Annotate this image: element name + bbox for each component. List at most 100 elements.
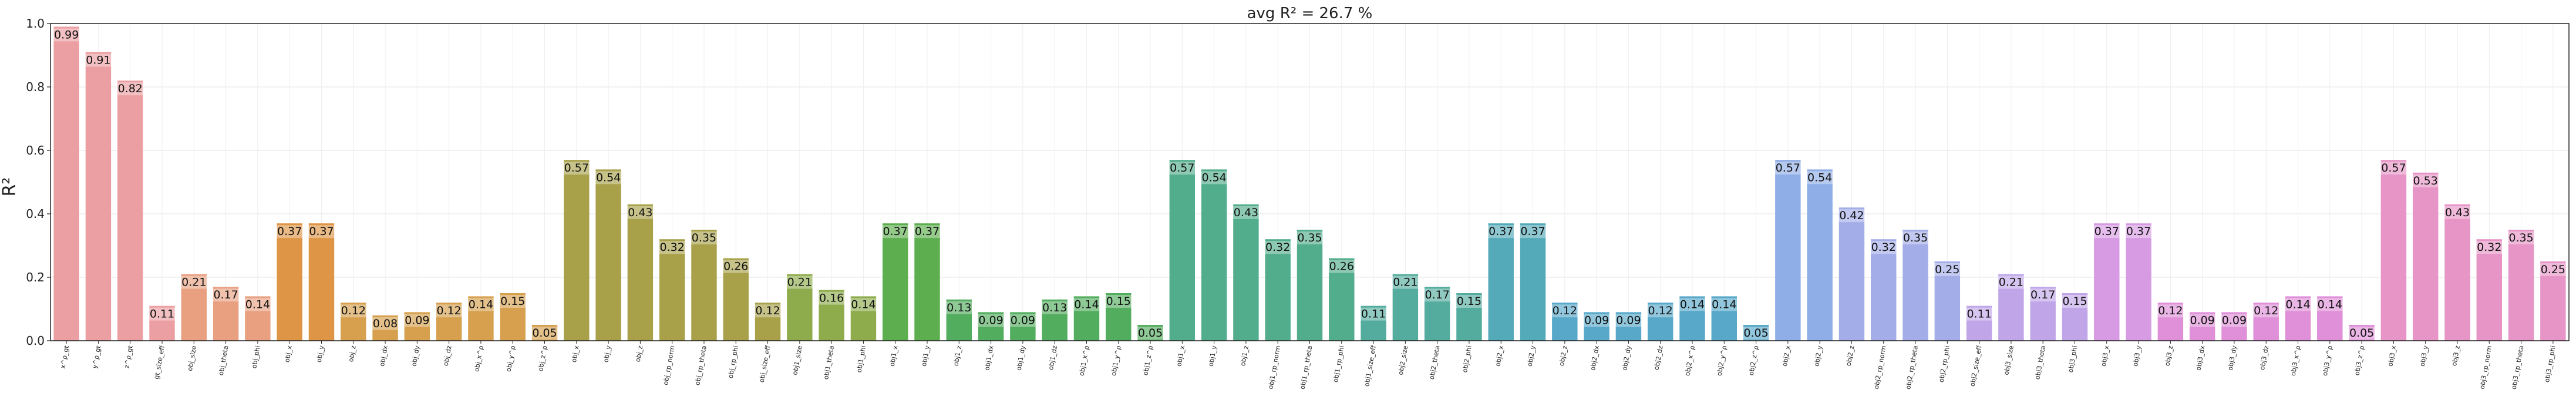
bar — [85, 52, 112, 341]
bar — [213, 287, 239, 341]
x-tick-label: obj3_y^ρ — [2321, 345, 2334, 376]
bar — [2221, 312, 2247, 341]
data-label: 0.43 — [628, 206, 652, 219]
data-label: 0.14 — [1680, 298, 1705, 311]
data-label-box — [1807, 171, 1833, 184]
data-label-box — [1009, 314, 1036, 327]
data-label: 0.12 — [2158, 304, 2183, 317]
x-tick-label: obj2_x — [1494, 345, 1505, 367]
bar — [1265, 239, 1291, 341]
bar — [627, 204, 654, 341]
bar — [659, 239, 685, 341]
bar — [882, 223, 908, 341]
x-tick-label: obj_size_eff — [758, 345, 772, 383]
x-tick-label: obj3_rp_phi — [2543, 345, 2557, 383]
data-label-box — [1456, 295, 1482, 308]
data-label-box — [436, 304, 462, 318]
bar — [1615, 312, 1642, 341]
data-label-box — [85, 53, 112, 67]
x-tick-label: obj_y — [602, 345, 612, 363]
x-tick-label: obj1_phi — [856, 345, 868, 373]
plot-frame — [50, 23, 2570, 341]
data-label-box — [2476, 241, 2503, 254]
data-label-box — [53, 28, 80, 42]
data-label: 0.15 — [1457, 295, 1481, 308]
x-tick-label: obj1_dz — [1047, 345, 1059, 371]
y-tick-label: 0.2 — [26, 270, 45, 284]
x-tick-label: obj_dz — [442, 345, 453, 367]
bar — [53, 26, 79, 341]
bar — [2157, 303, 2184, 341]
data-label-box — [2126, 225, 2152, 239]
x-tick-label: obj1_z^ρ — [1141, 345, 1154, 376]
data-label-box — [277, 225, 303, 239]
x-tick-label: obj3_y — [2419, 345, 2430, 367]
x-tick-label: obj_x — [570, 345, 581, 363]
x-tick-label: obj1_theta — [822, 345, 836, 380]
data-label: 0.42 — [1839, 209, 1864, 222]
data-label-box — [563, 162, 590, 175]
bar — [1106, 293, 1132, 341]
x-tick-label: obj1_x — [1175, 345, 1186, 367]
data-label: 0.09 — [1584, 314, 1609, 327]
data-label-box — [1392, 276, 1419, 289]
data-label-box — [1902, 231, 1929, 244]
data-label: 0.14 — [1712, 298, 1736, 311]
data-label-box — [2030, 288, 2056, 302]
bar — [404, 312, 430, 341]
x-tick-label: obj2_rp_phi — [1937, 345, 1951, 383]
data-label: 0.35 — [2508, 231, 2533, 244]
x-tick-label: obj1_dx — [983, 345, 995, 371]
bar — [149, 305, 175, 341]
data-label: 0.09 — [405, 314, 429, 327]
data-label-box — [595, 171, 622, 184]
x-tick-label: obj1_size_eff — [1363, 345, 1378, 387]
data-label-box — [1328, 260, 1355, 273]
data-label: 0.09 — [1616, 314, 1641, 327]
data-label-box — [2380, 162, 2407, 175]
data-label: 0.14 — [2285, 298, 2310, 311]
bar — [2126, 223, 2151, 341]
x-tick-label: obj2_z — [1845, 345, 1856, 367]
data-label-box — [914, 225, 941, 239]
data-label-box — [1998, 276, 2024, 289]
data-label: 0.99 — [54, 28, 79, 41]
x-tick-label: obj3_z^ρ — [2353, 345, 2366, 376]
data-label-box — [308, 225, 335, 239]
bar — [1871, 239, 1897, 341]
data-label-box — [2253, 304, 2279, 318]
x-tick-label: z^ρ_gt — [123, 345, 134, 369]
data-label-box — [1934, 263, 1961, 276]
x-tick-label: obj_z — [347, 345, 358, 362]
bar — [1329, 258, 1355, 341]
bar — [1807, 169, 1833, 341]
data-label: 0.13 — [947, 301, 971, 314]
x-tick-label: obj1_y^ρ — [1110, 345, 1123, 376]
data-label-box — [1520, 225, 1546, 239]
data-label-box — [244, 298, 271, 311]
data-label: 0.54 — [596, 171, 621, 184]
data-label: 0.43 — [2445, 206, 2470, 219]
data-label-box — [213, 288, 239, 302]
x-tick-label: obj_y^ρ — [505, 345, 517, 372]
data-label: 0.35 — [692, 231, 716, 244]
bar — [1775, 160, 1801, 341]
data-label: 0.37 — [915, 225, 940, 238]
data-label-box — [2157, 304, 2184, 318]
data-label-box — [1169, 162, 1196, 175]
bar — [531, 325, 558, 341]
data-label: 0.14 — [469, 298, 493, 311]
bar — [1042, 299, 1068, 341]
data-label: 0.05 — [1743, 327, 1768, 340]
bar — [2349, 325, 2375, 341]
data-label: 0.82 — [118, 82, 143, 95]
data-label-box — [755, 304, 781, 318]
x-tick-label: obj2_dz — [1653, 345, 1665, 371]
x-tick-label: obj3_x — [2100, 345, 2111, 367]
data-label: 0.15 — [2062, 295, 2087, 308]
x-tick-label: obj_y — [315, 345, 326, 363]
x-tick-label: obj1_x^ρ — [1078, 345, 1091, 376]
data-label: 0.21 — [181, 276, 206, 289]
data-label-box — [2093, 225, 2120, 239]
bar — [1934, 261, 1961, 341]
